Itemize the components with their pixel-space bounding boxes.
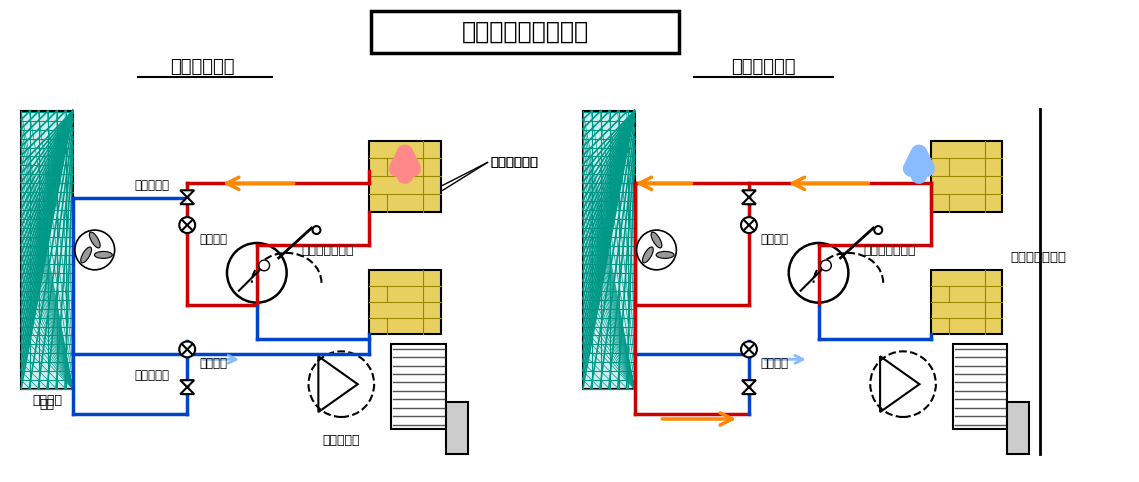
Text: ヒートポンプの作動: ヒートポンプの作動 bbox=[461, 20, 589, 44]
Circle shape bbox=[312, 226, 320, 234]
Circle shape bbox=[875, 226, 883, 234]
Circle shape bbox=[259, 260, 270, 271]
Text: 電磁弁閉: 電磁弁閉 bbox=[761, 357, 789, 370]
Ellipse shape bbox=[81, 247, 91, 263]
Polygon shape bbox=[180, 190, 194, 204]
Text: エアブロア: エアブロア bbox=[322, 434, 360, 447]
Bar bbox=[931, 270, 1002, 335]
Ellipse shape bbox=[642, 247, 654, 263]
Ellipse shape bbox=[89, 232, 100, 248]
Circle shape bbox=[820, 260, 831, 271]
Bar bbox=[931, 141, 1002, 212]
Polygon shape bbox=[880, 356, 919, 412]
Polygon shape bbox=[741, 190, 756, 204]
Text: 電磁弁開: 電磁弁開 bbox=[199, 357, 227, 370]
Bar bbox=[583, 111, 634, 389]
Bar bbox=[369, 270, 441, 335]
Polygon shape bbox=[180, 380, 194, 394]
Circle shape bbox=[179, 341, 195, 357]
Circle shape bbox=[788, 243, 849, 303]
Circle shape bbox=[741, 341, 757, 357]
Circle shape bbox=[637, 230, 677, 270]
Bar bbox=[953, 345, 1008, 429]
Circle shape bbox=[179, 217, 195, 233]
Circle shape bbox=[741, 217, 757, 233]
Polygon shape bbox=[319, 356, 358, 412]
Text: コンデンサー: コンデンサー bbox=[491, 156, 539, 169]
Text: 電磁弁閉: 電磁弁閉 bbox=[199, 232, 227, 245]
Bar bbox=[445, 402, 468, 454]
Text: 冷房用絞り: 冷房用絞り bbox=[134, 369, 170, 382]
Circle shape bbox=[227, 243, 287, 303]
Ellipse shape bbox=[95, 252, 113, 258]
Text: コンデンサー: コンデンサー bbox=[491, 156, 539, 169]
Text: 熱交換器: 熱交換器 bbox=[32, 394, 62, 407]
Text: 電磁弁開: 電磁弁開 bbox=[761, 232, 789, 245]
FancyBboxPatch shape bbox=[371, 12, 679, 53]
Bar bbox=[22, 111, 73, 389]
Ellipse shape bbox=[652, 232, 662, 248]
Bar bbox=[1008, 402, 1030, 454]
Text: 室外: 室外 bbox=[40, 398, 55, 411]
Circle shape bbox=[75, 230, 115, 270]
Ellipse shape bbox=[656, 252, 674, 258]
Text: エバポレーター: エバポレーター bbox=[1010, 252, 1066, 265]
Text: コンプレッサー: コンプレッサー bbox=[863, 244, 916, 257]
Text: 暖房用絞り: 暖房用絞り bbox=[134, 179, 170, 192]
Text: 冷房システム: 冷房システム bbox=[731, 58, 796, 76]
Text: 暖房システム: 暖房システム bbox=[170, 58, 235, 76]
Polygon shape bbox=[741, 380, 756, 394]
Bar bbox=[391, 345, 445, 429]
Text: コンプレッサー: コンプレッサー bbox=[302, 244, 354, 257]
Bar bbox=[369, 141, 441, 212]
